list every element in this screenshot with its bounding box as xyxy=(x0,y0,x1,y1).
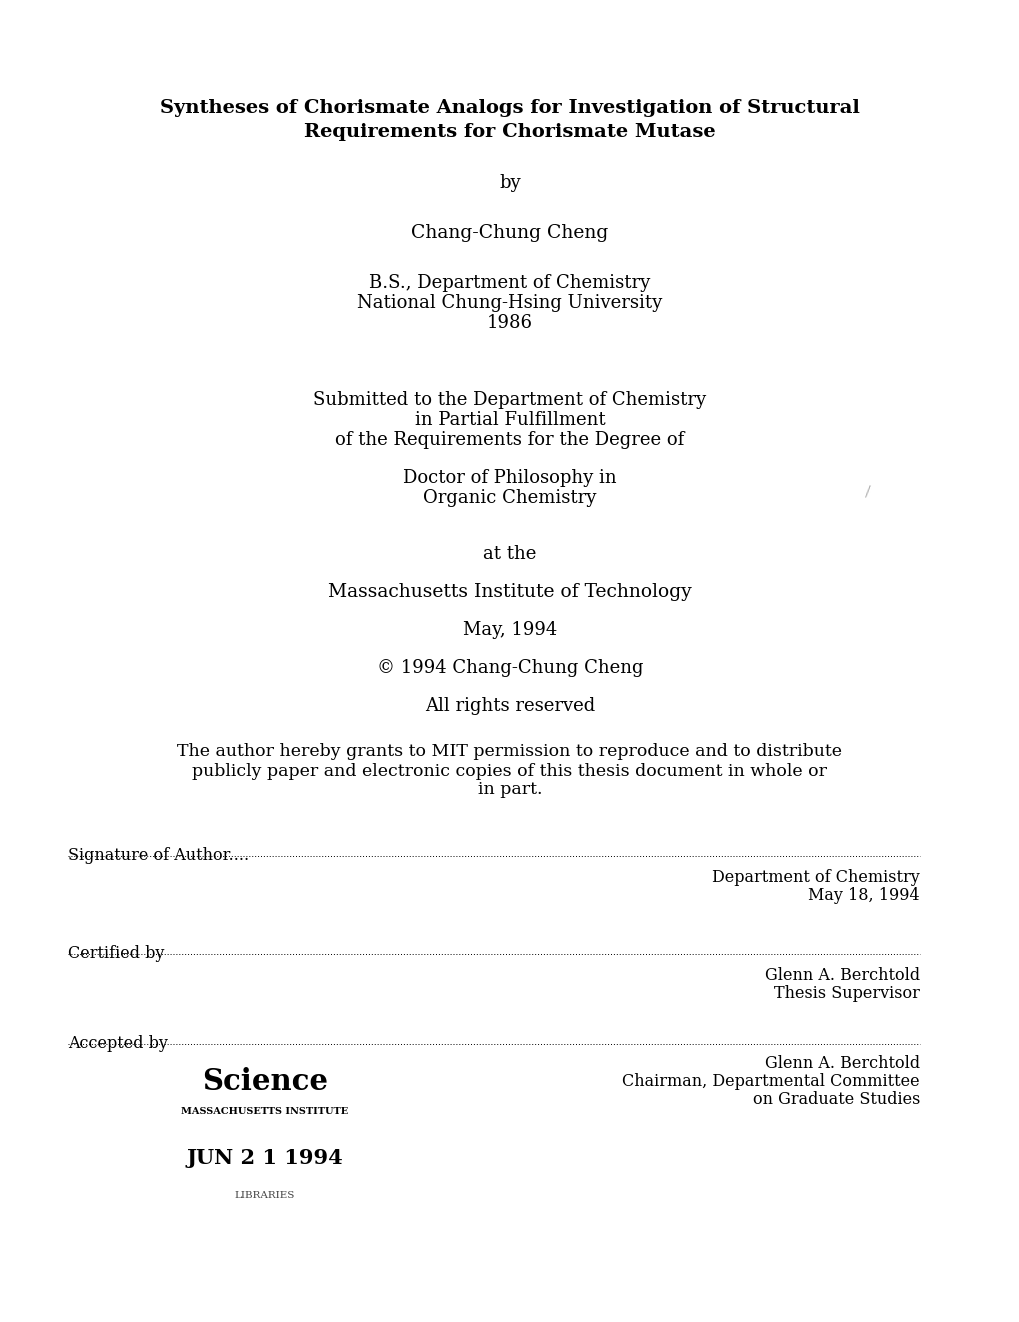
Text: Science: Science xyxy=(202,1067,328,1096)
Text: Chang-Chung Cheng: Chang-Chung Cheng xyxy=(411,223,608,242)
Text: Chairman, Departmental Committee: Chairman, Departmental Committee xyxy=(622,1072,919,1089)
Text: on Graduate Studies: on Graduate Studies xyxy=(752,1091,919,1108)
Text: Massachusetts Institute of Technology: Massachusetts Institute of Technology xyxy=(328,583,691,602)
Text: LIBRARIES: LIBRARIES xyxy=(234,1191,294,1199)
Text: publicly paper and electronic copies of this thesis document in whole or: publicly paper and electronic copies of … xyxy=(193,763,826,780)
Text: /: / xyxy=(864,485,870,500)
Text: Syntheses of Chorismate Analogs for Investigation of Structural: Syntheses of Chorismate Analogs for Inve… xyxy=(160,99,859,118)
Text: All rights reserved: All rights reserved xyxy=(425,697,594,715)
Text: Signature of Author....: Signature of Author.... xyxy=(68,847,249,865)
Text: Certified by: Certified by xyxy=(68,945,164,962)
Text: Glenn A. Berchtold: Glenn A. Berchtold xyxy=(764,1055,919,1072)
Text: May 18, 1994: May 18, 1994 xyxy=(808,887,919,904)
Text: Accepted by: Accepted by xyxy=(68,1035,168,1052)
Text: by: by xyxy=(498,175,521,192)
Text: Organic Chemistry: Organic Chemistry xyxy=(423,489,596,508)
Text: in part.: in part. xyxy=(477,781,542,798)
Text: Doctor of Philosophy in: Doctor of Philosophy in xyxy=(403,469,616,486)
Text: Thesis Supervisor: Thesis Supervisor xyxy=(773,985,919,1002)
Text: Department of Chemistry: Department of Chemistry xyxy=(711,870,919,887)
Text: of the Requirements for the Degree of: of the Requirements for the Degree of xyxy=(335,431,684,449)
Text: MASSACHUSETTS INSTITUTE: MASSACHUSETTS INSTITUTE xyxy=(181,1108,348,1117)
Text: JUN 2 1 1994: JUN 2 1 1994 xyxy=(186,1147,343,1169)
Text: in Partial Fulfillment: in Partial Fulfillment xyxy=(415,411,604,430)
Text: 1986: 1986 xyxy=(486,315,533,332)
Text: Submitted to the Department of Chemistry: Submitted to the Department of Chemistry xyxy=(313,391,706,408)
Text: Glenn A. Berchtold: Glenn A. Berchtold xyxy=(764,968,919,985)
Text: The author hereby grants to MIT permission to reproduce and to distribute: The author hereby grants to MIT permissi… xyxy=(177,743,842,760)
Text: National Chung-Hsing University: National Chung-Hsing University xyxy=(357,293,662,312)
Text: © 1994 Chang-Chung Cheng: © 1994 Chang-Chung Cheng xyxy=(376,658,643,677)
Text: B.S., Department of Chemistry: B.S., Department of Chemistry xyxy=(369,274,650,292)
Text: at the: at the xyxy=(483,545,536,563)
Text: May, 1994: May, 1994 xyxy=(463,621,556,639)
Text: Requirements for Chorismate Mutase: Requirements for Chorismate Mutase xyxy=(304,123,715,141)
